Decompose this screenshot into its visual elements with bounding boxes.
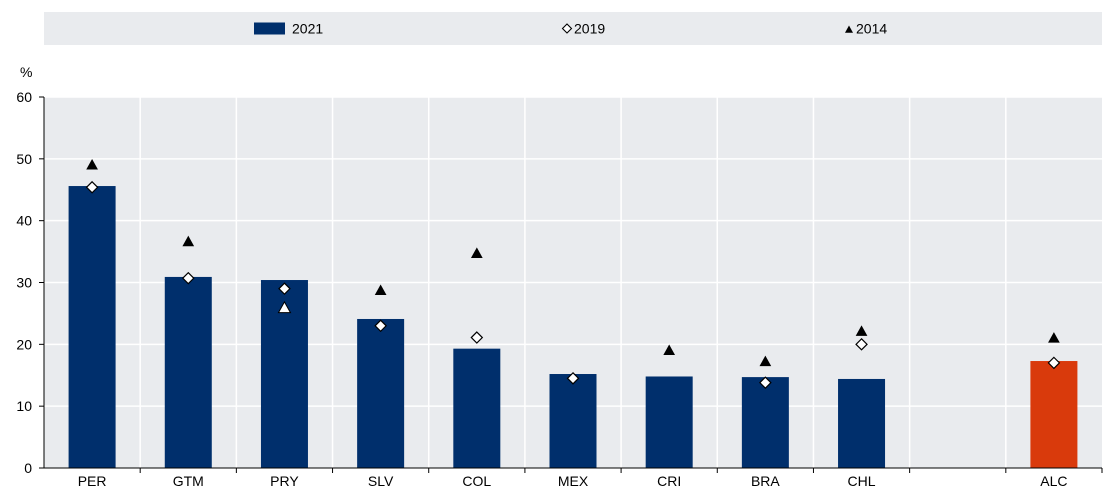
legend-swatch-2014 [845, 25, 853, 33]
legend: 2021 2019 2014 [254, 21, 887, 37]
legend-label-2019: 2019 [574, 21, 605, 37]
y-tick-label: 40 [16, 213, 32, 229]
x-tick-label: SLV [368, 473, 394, 489]
bar [357, 318, 405, 468]
diamond-marker [470, 331, 484, 344]
bar [68, 186, 116, 469]
triangle-marker [470, 247, 483, 258]
y-axis-unit: % [20, 64, 32, 80]
y-tick-label: 0 [24, 460, 32, 476]
x-tick-label: COL [462, 473, 491, 489]
x-tick-label: BRA [751, 473, 780, 489]
diamond-marker [759, 376, 772, 390]
y-tick-label: 20 [16, 336, 32, 352]
bar [838, 378, 886, 468]
legend-label-2021: 2021 [292, 21, 323, 37]
diamond-marker [566, 371, 580, 385]
bar [741, 377, 789, 468]
bar [164, 276, 212, 468]
x-tick-label: ALC [1040, 473, 1067, 489]
markers [85, 158, 1061, 390]
legend-swatch-2019 [561, 23, 573, 34]
diamond-marker [1047, 356, 1061, 370]
x-tick-label: GTM [173, 473, 204, 489]
legend-swatch-2021 [254, 22, 285, 35]
bar [1030, 361, 1078, 468]
y-tick-label: 60 [16, 89, 32, 105]
triangle-marker [277, 300, 292, 314]
bar [645, 376, 693, 468]
triangle-marker [759, 355, 772, 367]
bars [68, 186, 1078, 469]
x-tick-label: PRY [270, 473, 299, 489]
x-tick-label: PER [78, 473, 107, 489]
x-tick-label: MEX [558, 473, 589, 489]
diamond-marker [181, 271, 195, 285]
triangle-marker [1048, 332, 1060, 343]
bar [453, 348, 501, 468]
gridlines [44, 96, 1102, 468]
bar [549, 374, 597, 468]
triangle-marker [855, 325, 868, 336]
triangle-marker [374, 284, 387, 296]
x-tick-label: CRI [657, 473, 681, 489]
diamond-marker [374, 319, 387, 333]
triangle-marker [663, 344, 676, 356]
y-axis-ticks: 0 10 20 30 40 50 60 [16, 89, 45, 476]
triangle-marker [86, 158, 98, 170]
y-tick-label: 30 [16, 275, 32, 291]
x-axis-labels: PER GTM PRY SLV COL MEX CRI BRA CHL ALC [78, 468, 1103, 489]
legend-box [44, 12, 1102, 45]
legend-label-2014: 2014 [856, 21, 887, 37]
x-tick-label: CHL [848, 473, 876, 489]
diamond-marker [278, 282, 291, 296]
diamond-marker [855, 337, 868, 351]
triangle-marker [182, 235, 195, 247]
y-tick-label: 50 [16, 151, 32, 167]
y-tick-label: 10 [16, 398, 32, 414]
diamond-marker [85, 180, 99, 194]
